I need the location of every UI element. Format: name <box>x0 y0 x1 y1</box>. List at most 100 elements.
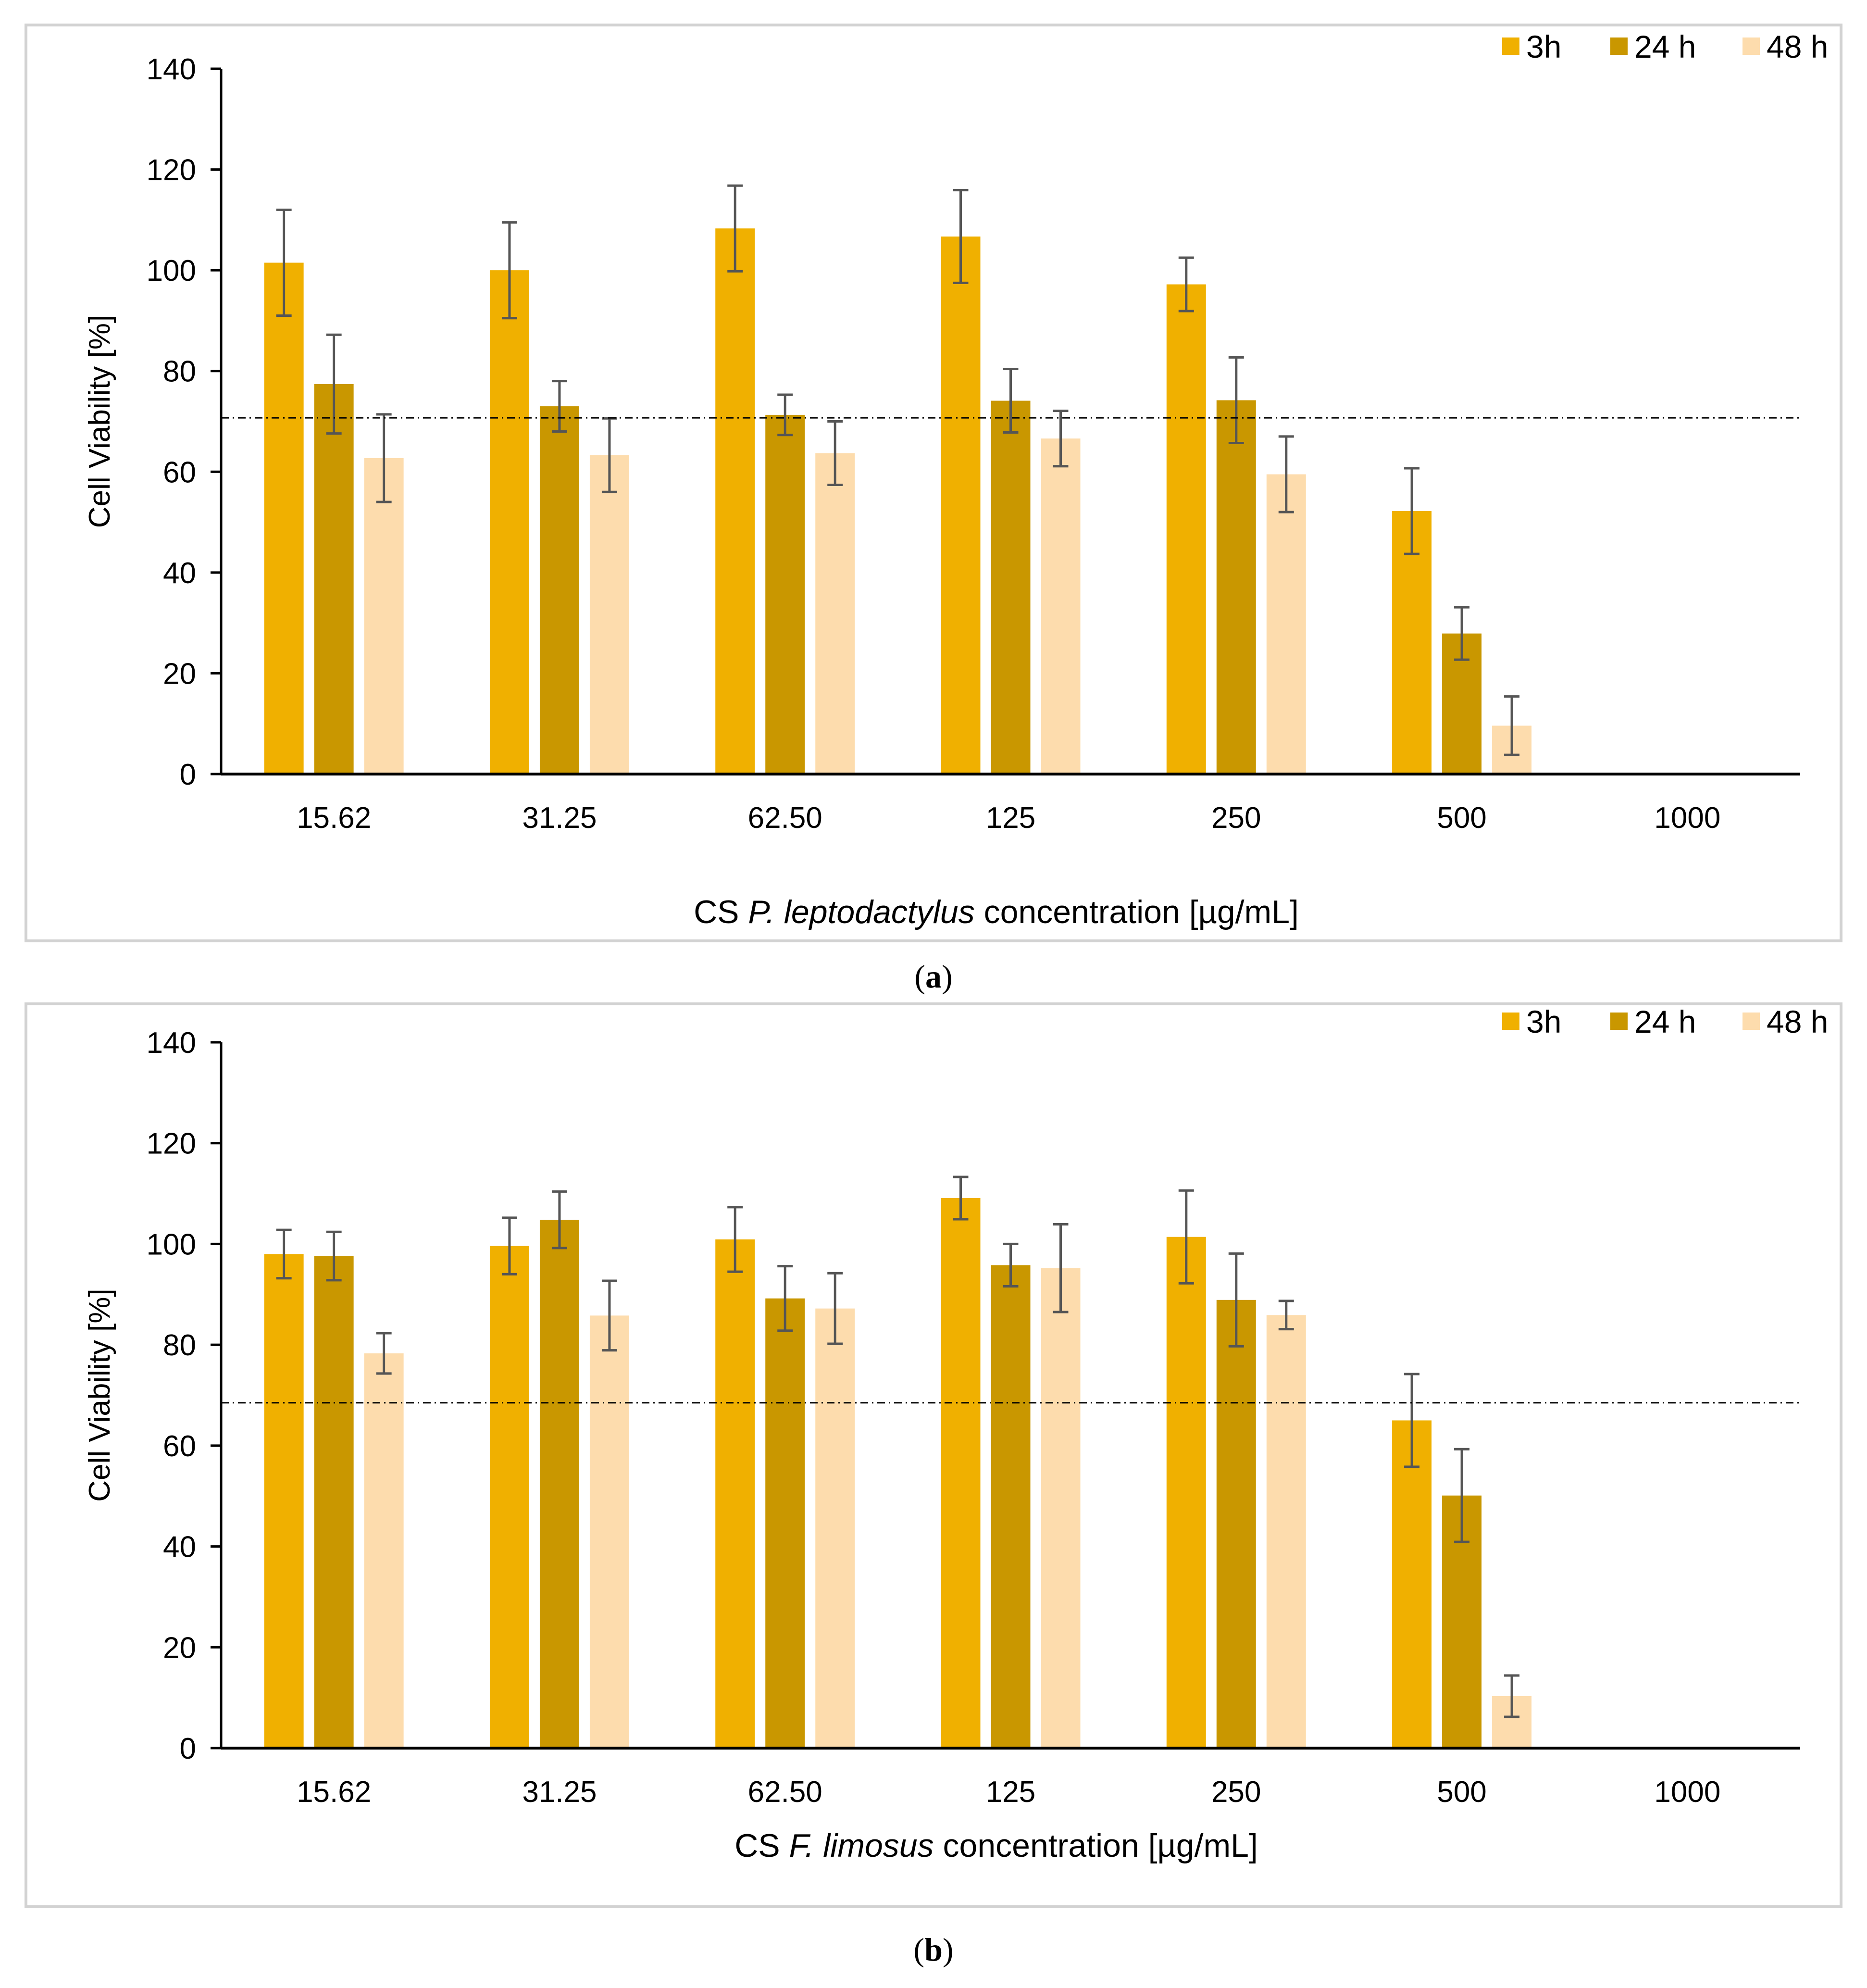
bar-3h-250 <box>1166 1237 1206 1748</box>
error-bar <box>326 1230 342 1282</box>
bar-48h-62.50 <box>815 453 855 774</box>
y-tick-label: 120 <box>147 154 196 187</box>
bar-3h-500 <box>1392 1420 1432 1748</box>
x-axis-label: CS P. leptodactylus concentration [µg/mL… <box>694 894 1299 930</box>
bar-48h-31.25 <box>589 455 629 774</box>
x-tick-label: 250 <box>1211 1775 1261 1809</box>
error-bar <box>1278 1300 1294 1331</box>
error-bar <box>827 1272 843 1345</box>
chart-a: 0 20 40 60 80 100 120 140 Cell Viability [%] 15.6… <box>83 29 1828 930</box>
error-bar <box>376 1332 392 1375</box>
legend-swatch <box>1743 1013 1760 1030</box>
error-bar <box>501 221 517 320</box>
bar-3h-62.50 <box>715 1239 755 1748</box>
error-bar <box>1003 1242 1019 1288</box>
error-bar <box>953 1175 969 1221</box>
bar-48h-250 <box>1266 1315 1306 1748</box>
bar-48h-62.50 <box>815 1308 855 1748</box>
bar-3h-62.50 <box>715 228 755 775</box>
x-tick-label: 125 <box>986 1775 1035 1809</box>
x-tick-label: 1000 <box>1654 801 1720 835</box>
error-bar <box>1053 409 1069 468</box>
error-bar <box>1003 368 1019 434</box>
error-bar <box>827 420 843 487</box>
bar-3h-125 <box>941 1198 981 1748</box>
y-tick-label: 140 <box>147 1026 196 1060</box>
error-bar <box>376 413 392 503</box>
error-bar <box>601 1279 617 1352</box>
x-axis-label: CS F. limosus concentration [µg/mL] <box>734 1827 1258 1864</box>
y-axis-label: Cell Viability [%] <box>83 1288 116 1501</box>
error-bar <box>727 1206 743 1273</box>
error-bar <box>1178 256 1194 313</box>
legend-swatch <box>1610 1013 1628 1030</box>
error-bar <box>1454 606 1470 661</box>
x-tick-label: 15.62 <box>297 801 371 835</box>
error-bar <box>777 1265 793 1332</box>
x-tick-label: 31.25 <box>522 801 597 835</box>
bar-24h-31.25 <box>539 1220 579 1748</box>
bar-3h-15.62 <box>264 263 304 774</box>
y-tick-label: 20 <box>163 1631 196 1664</box>
bar-3h-125 <box>941 236 981 775</box>
legend-swatch <box>1743 38 1760 55</box>
error-bar <box>1504 1674 1520 1718</box>
error-bar <box>777 393 793 437</box>
bar-48h-31.25 <box>589 1315 629 1748</box>
error-bar <box>1278 435 1294 513</box>
bar-24h-62.50 <box>765 1298 805 1748</box>
x-tick-label: 62.50 <box>748 801 822 835</box>
error-bar <box>501 1216 517 1275</box>
bar-24h-15.62 <box>314 384 354 774</box>
error-bar <box>1053 1223 1069 1313</box>
bar-48h-15.62 <box>364 458 404 774</box>
bar-24h-15.62 <box>314 1256 354 1748</box>
y-tick-label: 100 <box>147 1228 196 1261</box>
bar-48h-125 <box>1041 1268 1081 1748</box>
panel-a-caption: (a) <box>914 958 952 995</box>
y-tick-label: 60 <box>163 456 196 489</box>
x-tick-label: 62.50 <box>748 1775 822 1809</box>
legend-label: 24 h <box>1634 1004 1696 1039</box>
legend-swatch <box>1502 38 1519 55</box>
x-tick-label: 500 <box>1437 801 1486 835</box>
bar-3h-250 <box>1166 284 1206 774</box>
bar-24h-250 <box>1216 400 1256 774</box>
bar-48h-125 <box>1041 438 1081 774</box>
error-bar <box>1228 356 1244 445</box>
bar-48h-15.62 <box>364 1353 404 1748</box>
legend-swatch <box>1502 1013 1519 1030</box>
y-tick-label: 20 <box>163 657 196 690</box>
error-bar <box>953 189 969 284</box>
error-bar <box>551 380 567 433</box>
bar-24h-31.25 <box>539 406 579 774</box>
y-tick-label: 80 <box>163 1329 196 1362</box>
y-tick-label: 0 <box>180 758 196 791</box>
y-tick-label: 120 <box>147 1127 196 1161</box>
x-tick-label: 500 <box>1437 1775 1486 1809</box>
bar-24h-62.50 <box>765 414 805 774</box>
legend-label: 48 h <box>1767 1004 1828 1039</box>
y-axis-label: Cell Viability [%] <box>83 315 116 528</box>
y-tick-label: 140 <box>147 53 196 86</box>
x-tick-label: 1000 <box>1654 1775 1720 1809</box>
error-bar <box>551 1190 567 1250</box>
error-bar <box>326 333 342 435</box>
chart-b: 0 20 40 60 80 100 120 140 Cell Viability [%] 15.6… <box>83 1004 1828 1864</box>
x-tick-label: 31.25 <box>522 1775 597 1809</box>
legend-label: 3h <box>1526 29 1561 64</box>
legend-label: 3h <box>1526 1004 1561 1039</box>
error-bar <box>276 1228 292 1280</box>
error-bar <box>1454 1448 1470 1543</box>
error-bar <box>1404 467 1420 555</box>
error-bar <box>727 184 743 273</box>
bar-3h-31.25 <box>489 1246 529 1748</box>
y-tick-label: 0 <box>180 1732 196 1765</box>
bar-24h-125 <box>991 400 1031 774</box>
legend-label: 48 h <box>1767 29 1828 64</box>
panel-b-caption: (b) <box>913 1931 953 1968</box>
error-bar <box>1404 1373 1420 1468</box>
bar-24h-125 <box>991 1265 1031 1748</box>
error-bar <box>1504 695 1520 756</box>
